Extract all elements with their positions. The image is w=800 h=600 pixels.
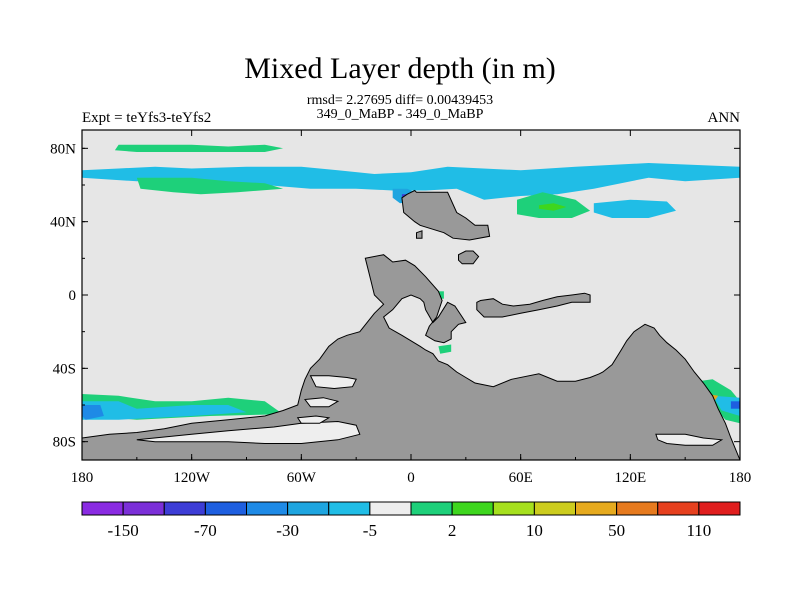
colorbar-box xyxy=(287,501,330,516)
colorbar-box xyxy=(410,501,453,516)
colorbar-box xyxy=(657,501,700,516)
land-greenland-island xyxy=(416,230,423,239)
plot-content xyxy=(82,144,740,460)
subtitle-cases: 349_0_MaBP - 349_0_MaBP xyxy=(316,107,484,122)
colorbar-box xyxy=(163,501,206,516)
land-north-america xyxy=(401,189,491,241)
colorbar-box xyxy=(81,501,124,516)
colorbar-box xyxy=(616,501,659,516)
colorbar-box xyxy=(122,501,165,516)
colorbar-box xyxy=(246,501,289,516)
colorbar-label: 50 xyxy=(608,521,625,540)
x-tick-label: 0 xyxy=(407,470,415,486)
colorbar-label: -150 xyxy=(108,521,139,540)
patch-antarctic-shelf-5 xyxy=(655,433,724,446)
patch-antarctic-shelf-2 xyxy=(309,375,357,390)
colorbar-box xyxy=(328,501,371,516)
x-tick-label: 60W xyxy=(287,470,317,486)
anomaly-arctic-green-2 xyxy=(136,177,284,195)
colorbar-box xyxy=(533,501,576,516)
land-asia-islands xyxy=(476,292,591,318)
land-japan xyxy=(458,250,480,265)
x-tick-label: 120W xyxy=(173,470,211,486)
colorbar-label: 10 xyxy=(526,521,543,540)
experiment-label: Expt = teYfs3-teYfs2 xyxy=(82,110,212,126)
anomaly-southern-ocean-deepblue xyxy=(82,405,104,420)
colorbar-box xyxy=(204,501,247,516)
y-tick-label: 40S xyxy=(53,361,76,377)
anomaly-ross-deep xyxy=(730,401,740,409)
anomaly-east-asia-blue xyxy=(593,199,676,218)
colorbar-label: -70 xyxy=(194,521,217,540)
y-tick-label: 80S xyxy=(53,435,76,451)
x-tick-label: 180 xyxy=(71,470,94,486)
anomaly-ross-blue xyxy=(712,395,740,416)
x-tick-label: 60E xyxy=(509,470,533,486)
anomaly-southern-ocean-blue xyxy=(82,401,247,420)
colorbar-box xyxy=(575,501,618,516)
y-tick-label: 0 xyxy=(69,288,77,304)
season-label: ANN xyxy=(707,110,741,126)
colorbar-label: -5 xyxy=(363,521,377,540)
anomaly-indian-green xyxy=(438,344,452,354)
y-tick-label: 40N xyxy=(50,215,76,231)
colorbar-box xyxy=(698,501,741,516)
chart-subtitle: rmsd= 2.27695 diff= 0.00439453 349_0_MaB… xyxy=(0,94,800,122)
colorbar-label: 110 xyxy=(686,521,711,540)
colorbar-label: 2 xyxy=(448,521,457,540)
colorbar-box xyxy=(369,501,412,516)
x-tick-label: 120E xyxy=(614,470,646,486)
anomaly-arctic-green-1 xyxy=(114,144,284,152)
colorbar-box xyxy=(492,501,535,516)
anomaly-arctic-blue-1 xyxy=(82,163,740,200)
chart-title: Mixed Layer depth (in m) xyxy=(244,52,556,85)
anomaly-siberia-bright xyxy=(538,203,567,211)
patch-antarctic-shelf-4 xyxy=(296,415,331,424)
x-tick-label: 180 xyxy=(729,470,752,486)
patch-antarctic-shelf-1 xyxy=(136,420,361,444)
y-tick-label: 80N xyxy=(50,141,76,157)
patch-antarctic-shelf-3 xyxy=(304,397,340,408)
colorbar-label: -30 xyxy=(276,521,299,540)
colorbar-box xyxy=(451,501,494,516)
land-south-america xyxy=(82,254,740,460)
subtitle-stats: rmsd= 2.27695 diff= 0.00439453 xyxy=(306,93,494,108)
